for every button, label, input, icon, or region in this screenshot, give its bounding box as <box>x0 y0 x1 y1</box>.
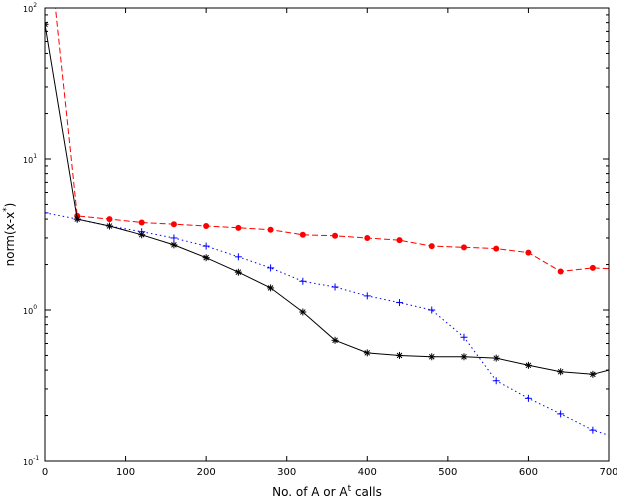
x-tick-label: 600 <box>519 467 538 478</box>
y-axis-label-sup: * <box>2 207 12 212</box>
data-point-2 <box>267 264 275 272</box>
y-axis-label-suffix: ) <box>3 203 17 208</box>
data-point-2 <box>299 277 307 285</box>
x-tick-label: 0 <box>42 467 48 478</box>
star-d2 <box>428 353 435 360</box>
data-point-3 <box>557 368 565 376</box>
data-point-3 <box>331 336 339 344</box>
data-point-1 <box>557 268 564 275</box>
data-point-1 <box>493 245 500 252</box>
data-point-2 <box>524 394 532 402</box>
star-d2 <box>525 362 532 369</box>
x-tick-label: 500 <box>438 467 457 478</box>
data-point-3 <box>138 231 146 239</box>
data-point-1 <box>589 264 596 271</box>
star-d2 <box>493 355 500 361</box>
star-d2 <box>396 352 403 359</box>
data-point-1 <box>332 232 339 239</box>
axes-frame <box>44 7 610 462</box>
x-tick-label: 300 <box>277 467 296 478</box>
data-point-3 <box>524 361 532 369</box>
x-tick-label: 400 <box>358 467 377 478</box>
series-layer <box>45 8 609 436</box>
x-axis-label-suffix: calls <box>351 485 382 499</box>
data-point-1 <box>525 249 532 256</box>
data-point-3 <box>428 353 436 361</box>
data-point-2 <box>363 292 371 300</box>
data-point-1 <box>203 222 210 229</box>
data-point-3 <box>105 222 113 230</box>
star-d2 <box>171 242 177 248</box>
x-axis-label-main: No. of A or A <box>272 485 348 499</box>
data-point-3 <box>234 268 242 276</box>
ticks-layer: 0 100 200 300 400 500 600 700 10-1 100 101 102 <box>23 2 617 478</box>
data-point-2 <box>170 234 178 242</box>
data-point-2 <box>45 209 49 217</box>
data-point-1 <box>106 216 113 223</box>
series-clip-group <box>45 8 609 436</box>
x-tick-label: 700 <box>599 467 617 478</box>
data-point-2 <box>428 306 436 314</box>
star-d2 <box>461 353 467 360</box>
data-point-1 <box>235 224 242 231</box>
star-d2 <box>74 216 81 222</box>
data-point-3 <box>460 353 468 361</box>
x-tick-label: 100 <box>116 467 135 478</box>
y-tick-label: 101 <box>23 153 37 165</box>
data-point-1 <box>396 237 403 244</box>
data-point-1 <box>138 219 145 226</box>
star-d2 <box>557 368 564 375</box>
star-d2 <box>332 337 338 344</box>
data-point-3 <box>299 308 307 316</box>
star-d2 <box>235 269 242 275</box>
y-tick-label: 102 <box>23 2 37 14</box>
data-point-2 <box>331 283 339 291</box>
y-axis-label-main: norm(x-x <box>3 212 17 267</box>
data-point-2 <box>589 426 597 434</box>
series-line-1 <box>54 8 609 273</box>
y-tick-label: 10-1 <box>23 455 39 467</box>
data-point-3 <box>396 351 404 359</box>
star-d1 <box>45 23 48 28</box>
data-point-3 <box>202 254 210 262</box>
data-point-1 <box>267 226 274 233</box>
star-d2 <box>590 371 596 378</box>
y-tick-label: 100 <box>23 304 37 316</box>
data-point-1 <box>364 234 371 241</box>
data-point-3 <box>492 354 500 362</box>
series-line-2 <box>45 212 609 436</box>
y-axis-label: norm(x-x*) <box>2 203 17 267</box>
x-axis-label: No. of A or At calls <box>272 484 382 499</box>
star-d2 <box>138 231 145 238</box>
star-d2 <box>203 254 209 261</box>
data-point-3 <box>170 241 178 249</box>
data-point-3 <box>73 215 81 223</box>
star-d2 <box>267 285 274 291</box>
data-point-1 <box>460 244 467 251</box>
data-point-2 <box>460 333 468 341</box>
data-point-2 <box>557 410 565 418</box>
data-point-2 <box>492 377 500 385</box>
series-line-3 <box>45 24 609 375</box>
data-point-3 <box>589 370 597 378</box>
star-d2 <box>364 350 371 356</box>
data-point-3 <box>267 284 275 292</box>
star-d2 <box>106 223 113 229</box>
data-point-2 <box>396 299 404 307</box>
star-d2 <box>300 309 306 315</box>
x-axis-label-sup: t <box>348 484 352 494</box>
x-tick-label: 200 <box>197 467 216 478</box>
data-point-1 <box>428 243 435 250</box>
data-point-3 <box>363 349 371 357</box>
data-point-2 <box>202 242 210 250</box>
data-point-1 <box>299 231 306 238</box>
data-point-2 <box>234 253 242 261</box>
data-point-1 <box>170 221 177 228</box>
